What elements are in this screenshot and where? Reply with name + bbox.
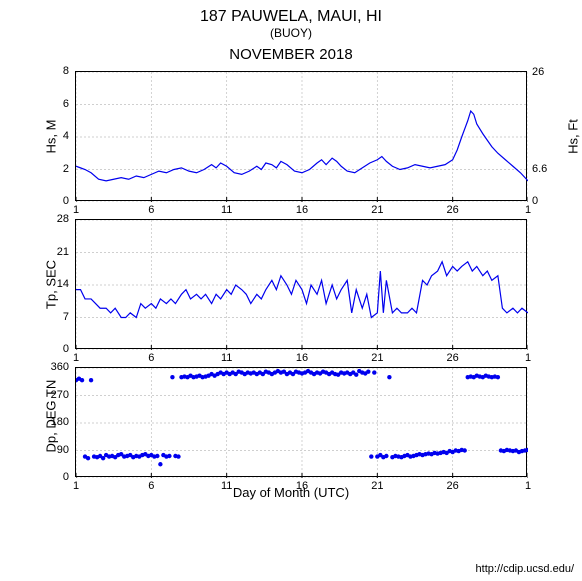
main-title: 187 PAUWELA, MAUI, HI: [0, 0, 582, 26]
x-tick-label: 1: [518, 204, 538, 216]
x-tick-label: 1: [66, 204, 86, 216]
x-tick-label: 16: [292, 480, 312, 492]
y-axis-label-left: Dp, DEG TN: [44, 393, 59, 453]
y-tick-label: 360: [39, 361, 69, 373]
x-tick-label: 1: [518, 480, 538, 492]
x-tick-label: 6: [141, 352, 161, 364]
x-axis-label: Day of Month (UTC): [0, 485, 582, 500]
source-url: http://cdip.ucsd.edu/: [476, 563, 574, 575]
x-tick-label: 11: [217, 352, 237, 364]
month-title: NOVEMBER 2018: [0, 46, 582, 63]
x-tick-label: 1: [66, 352, 86, 364]
subtitle: (BUOY): [0, 26, 582, 40]
x-tick-label: 16: [292, 204, 312, 216]
y-tick-label: 8: [39, 65, 69, 77]
x-tick-label: 1: [66, 480, 86, 492]
chart-panel-tp: 0714212816111621261Tp, SEC: [75, 219, 527, 349]
chart-panel-dp: 09018027036016111621261Dp, DEG TN: [75, 367, 527, 477]
x-tick-label: 21: [367, 352, 387, 364]
chart-panels: 0246806.62616111621261Hs, MHs, Ft 0714212…: [0, 71, 582, 477]
y-tick-label: 28: [39, 213, 69, 225]
chart-panel-hs: 0246806.62616111621261Hs, MHs, Ft: [75, 71, 527, 201]
y-axis-label-left: Hs, M: [44, 107, 59, 167]
y-tick-label: 0: [39, 471, 69, 483]
page: 187 PAUWELA, MAUI, HI (BUOY) NOVEMBER 20…: [0, 0, 582, 581]
x-tick-label: 11: [217, 204, 237, 216]
x-tick-label: 6: [141, 480, 161, 492]
x-tick-label: 6: [141, 204, 161, 216]
y-axis-label-right: Hs, Ft: [566, 112, 581, 162]
y-axis-label-left: Tp, SEC: [44, 255, 59, 315]
x-tick-label: 21: [367, 204, 387, 216]
x-tick-label: 26: [443, 204, 463, 216]
x-tick-label: 21: [367, 480, 387, 492]
x-tick-label: 26: [443, 480, 463, 492]
x-tick-label: 11: [217, 480, 237, 492]
y-tick-label-right: 6.6: [532, 163, 547, 175]
y-tick-label: 0: [39, 343, 69, 355]
x-tick-label: 16: [292, 352, 312, 364]
x-tick-label: 1: [518, 352, 538, 364]
x-tick-label: 26: [443, 352, 463, 364]
y-tick-label-right: 26: [532, 66, 544, 78]
y-tick-label: 0: [39, 195, 69, 207]
